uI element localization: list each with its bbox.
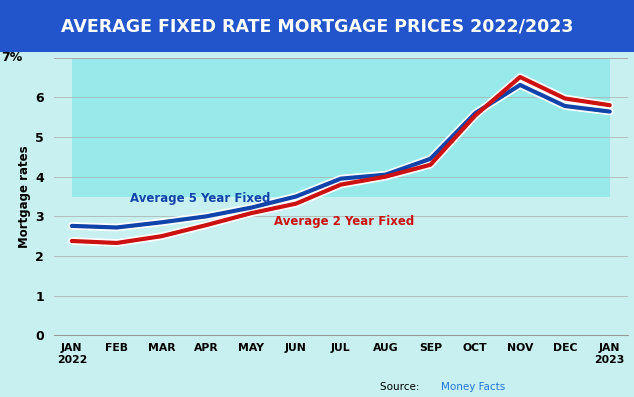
Text: AVERAGE FIXED RATE MORTGAGE PRICES 2022/2023: AVERAGE FIXED RATE MORTGAGE PRICES 2022/… (61, 17, 573, 35)
Text: 7%: 7% (1, 51, 22, 64)
Text: Money Facts: Money Facts (441, 382, 505, 392)
Bar (72, 58, 610, 197)
Text: Average 5 Year Fixed: Average 5 Year Fixed (130, 193, 271, 206)
Text: Average 2 Year Fixed: Average 2 Year Fixed (273, 215, 414, 228)
Text: Source:: Source: (380, 382, 423, 392)
Y-axis label: Mortgage rates: Mortgage rates (18, 145, 31, 248)
